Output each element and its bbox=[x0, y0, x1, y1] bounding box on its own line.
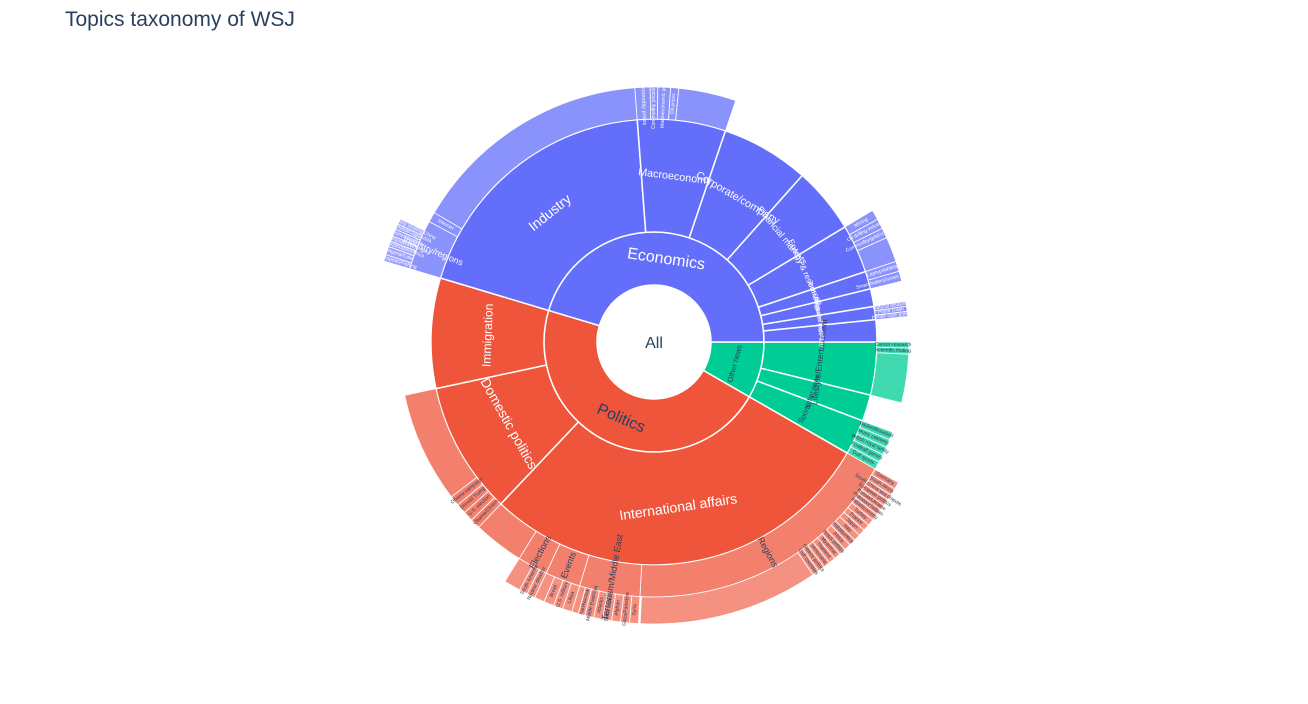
segment-trade-war[interactable] bbox=[762, 318, 878, 343]
segment-commodity-prices[interactable] bbox=[634, 86, 652, 121]
segment-segment[interactable] bbox=[639, 552, 814, 625]
segment-segment[interactable] bbox=[870, 352, 910, 404]
segment-commodity-prices-gold[interactable] bbox=[649, 86, 659, 120]
center-label: All bbox=[645, 335, 663, 352]
segment-segment[interactable] bbox=[404, 388, 478, 498]
segment-company-seating-china[interactable] bbox=[397, 218, 426, 236]
chart-title: Topics taxonomy of WSJ bbox=[65, 8, 295, 31]
